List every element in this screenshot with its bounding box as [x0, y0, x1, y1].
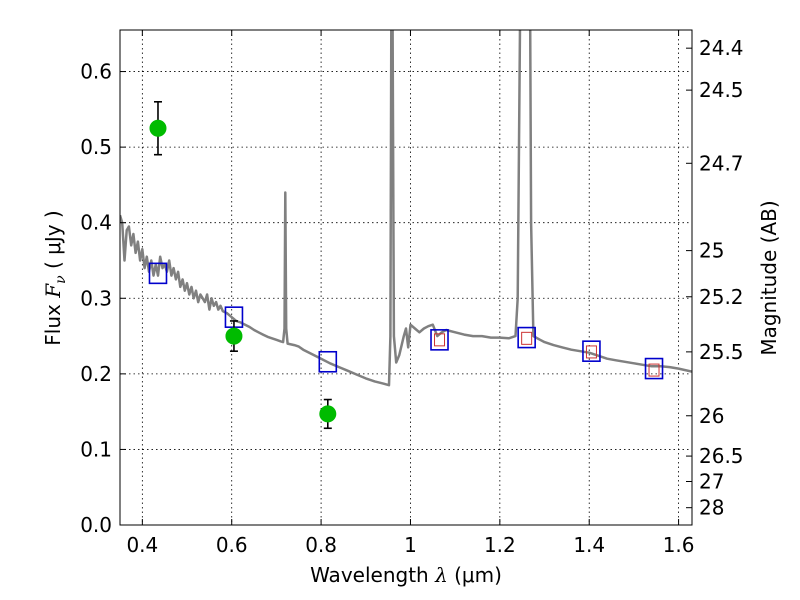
x-tick-label: 0.8: [305, 533, 337, 557]
x-tick-label: 0.6: [216, 533, 248, 557]
plot-background: [120, 30, 692, 525]
mag-tick-label: 27: [699, 470, 724, 494]
model-photometry-square: [517, 326, 536, 349]
x-tick-label: 1: [404, 533, 417, 557]
right-axis-title: Magnitude (AB): [757, 200, 781, 355]
y-tick-label: 0.6: [80, 60, 112, 84]
plot-frame: [119, 29, 693, 526]
y-tick-label: 0.0: [80, 513, 112, 537]
ticks: 0.4 0.6 0.8 1 1.2 1.4 1.6 0.0 0.1 0.2 0.3 0.4 0.5 0.6…: [80, 30, 744, 557]
inner-marker-square: [585, 345, 597, 359]
y-axis-title: Flux Fν ( μJy ): [41, 210, 69, 345]
inner-marker-square: [521, 331, 533, 345]
x-tick-label: 1.4: [573, 533, 605, 557]
inner-marker-square: [648, 363, 660, 377]
x-axis-title: Wavelength λ (μm): [310, 563, 502, 587]
model-photometry-square: [148, 262, 168, 285]
mag-tick-label: 24.5: [699, 78, 744, 102]
y-axis-title-symbol: F: [41, 283, 65, 299]
x-axis-title-prefix: Wavelength: [310, 563, 435, 587]
mag-tick-label: 28: [699, 496, 724, 520]
inner-marker-square: [434, 333, 446, 347]
x-tick-label: 1.2: [484, 533, 516, 557]
model-photometry-square: [644, 357, 664, 380]
y-axis-title-prefix: Flux: [41, 298, 65, 346]
model-photometry-square: [430, 329, 449, 351]
y-tick-label: 0.5: [80, 135, 112, 159]
observed-flux-point: [319, 405, 337, 423]
x-tick-label: 1.6: [663, 533, 695, 557]
mag-tick-label: 26.5: [699, 444, 744, 468]
mag-tick-label: 25.5: [699, 340, 744, 364]
observed-flux-point: [225, 327, 243, 345]
data-layer: [120, 30, 692, 430]
grid: [120, 30, 692, 526]
y-axis-title-unit: ( μJy ): [41, 210, 65, 275]
mag-tick-label: 24.7: [699, 151, 744, 175]
y-tick-label: 0.1: [80, 437, 112, 461]
mag-tick-label: 25.2: [699, 285, 744, 309]
mag-tick-label: 26: [699, 404, 724, 428]
y-tick-label: 0.2: [80, 362, 112, 386]
y-axis-title-subscript: ν: [53, 275, 69, 284]
x-axis-title-unit: (μm): [448, 563, 502, 587]
model-photometry-square: [582, 340, 601, 362]
y-tick-label: 0.4: [80, 211, 112, 235]
y-tick-label: 0.3: [80, 286, 112, 310]
model-photometry-square: [318, 350, 338, 373]
mag-tick-label: 24.4: [699, 36, 744, 60]
x-tick-label: 0.4: [126, 533, 158, 557]
observed-flux-point: [149, 119, 167, 137]
mag-tick-label: 25: [699, 239, 724, 263]
x-axis-title-symbol: λ: [434, 563, 448, 587]
